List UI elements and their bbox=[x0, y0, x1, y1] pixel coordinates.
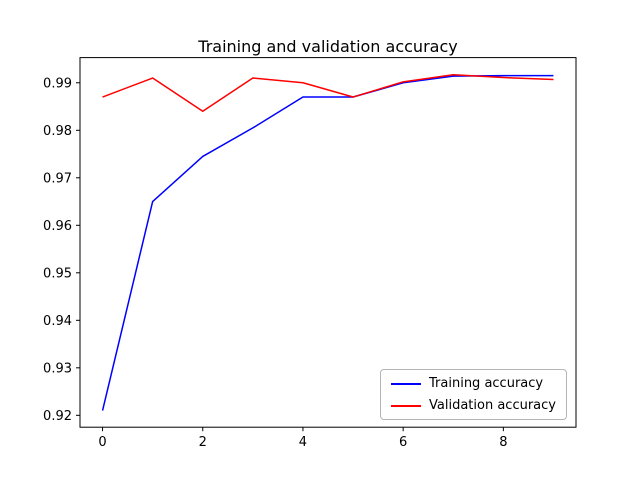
y-tick-label: 0.96 bbox=[43, 219, 72, 234]
y-tick-label: 0.92 bbox=[43, 409, 72, 424]
chart-title: Training and validation accuracy bbox=[198, 37, 458, 56]
validation-line-sample-icon bbox=[391, 404, 422, 407]
legend-item-validation: Validation accuracy bbox=[391, 398, 556, 413]
y-tick-label: 0.98 bbox=[43, 124, 72, 139]
legend-label-training: Training accuracy bbox=[429, 376, 544, 391]
y-tick-label: 0.95 bbox=[43, 266, 72, 281]
x-tick-label: 2 bbox=[199, 435, 207, 450]
y-tick-label: 0.94 bbox=[43, 314, 72, 329]
y-tick-label: 0.97 bbox=[43, 171, 72, 186]
x-tick-label: 8 bbox=[499, 435, 507, 450]
y-tick-label: 0.99 bbox=[43, 76, 72, 91]
legend: Training accuracy Validation accuracy bbox=[380, 369, 567, 420]
y-tick-label: 0.93 bbox=[43, 361, 72, 376]
x-tick-label: 0 bbox=[98, 435, 106, 450]
series-line-0 bbox=[101, 74, 554, 411]
legend-item-training: Training accuracy bbox=[391, 376, 556, 391]
x-tick-label: 6 bbox=[399, 435, 407, 450]
series-line-1 bbox=[102, 73, 554, 113]
legend-label-validation: Validation accuracy bbox=[429, 398, 556, 413]
axes-box bbox=[79, 57, 577, 428]
x-tick-label: 4 bbox=[299, 435, 307, 450]
training-line-sample-icon bbox=[391, 382, 422, 385]
